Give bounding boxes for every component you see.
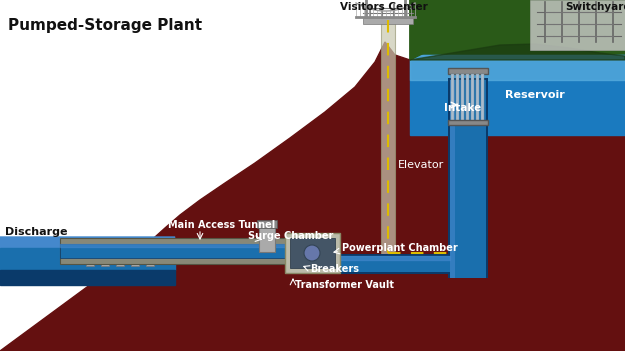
Text: Discharge: Discharge (5, 227, 68, 237)
Polygon shape (410, 60, 625, 135)
Polygon shape (410, 0, 625, 60)
Bar (476, 74, 479, 122)
Bar (146, 238, 154, 266)
Bar (131, 238, 139, 266)
Text: Powerplant Chamber: Powerplant Chamber (342, 243, 457, 253)
Bar (116, 238, 124, 266)
Polygon shape (410, 44, 625, 60)
Text: Pumped-Storage Plant: Pumped-Storage Plant (8, 18, 202, 33)
Bar (295, 256, 450, 272)
Bar (448, 68, 488, 74)
Bar (86, 238, 94, 266)
Bar (381, 20, 395, 255)
Text: Elevator: Elevator (398, 160, 444, 170)
Bar (466, 74, 469, 122)
Text: Transformer Vault: Transformer Vault (295, 280, 394, 290)
Bar (481, 74, 484, 122)
Polygon shape (0, 248, 175, 270)
Bar (461, 74, 464, 122)
Polygon shape (410, 55, 625, 135)
Text: Intake: Intake (444, 103, 481, 113)
Polygon shape (0, 237, 175, 254)
Bar (530, 0, 625, 50)
Text: Breakers: Breakers (310, 264, 359, 274)
Bar (448, 78, 488, 278)
Bar (450, 80, 486, 278)
Bar (363, 18, 413, 24)
Bar (450, 80, 455, 278)
Bar (456, 74, 459, 122)
Text: Visitors Center: Visitors Center (340, 2, 428, 12)
Text: Reservoir: Reservoir (505, 90, 565, 100)
Text: Surge Chamber: Surge Chamber (248, 231, 333, 241)
Bar (448, 120, 488, 125)
Bar (259, 225, 275, 252)
Bar (451, 74, 454, 122)
Bar (60, 244, 295, 258)
Text: Switchyard: Switchyard (565, 2, 625, 12)
Bar (295, 254, 452, 274)
Polygon shape (410, 0, 625, 60)
Bar (285, 233, 340, 273)
Bar (471, 74, 474, 122)
Bar (60, 238, 295, 264)
Polygon shape (0, 42, 625, 351)
Text: Main Access Tunnel: Main Access Tunnel (168, 220, 275, 230)
Polygon shape (0, 270, 175, 285)
Bar (257, 220, 277, 228)
Circle shape (304, 245, 320, 261)
Bar (101, 238, 109, 266)
Bar (290, 238, 335, 268)
